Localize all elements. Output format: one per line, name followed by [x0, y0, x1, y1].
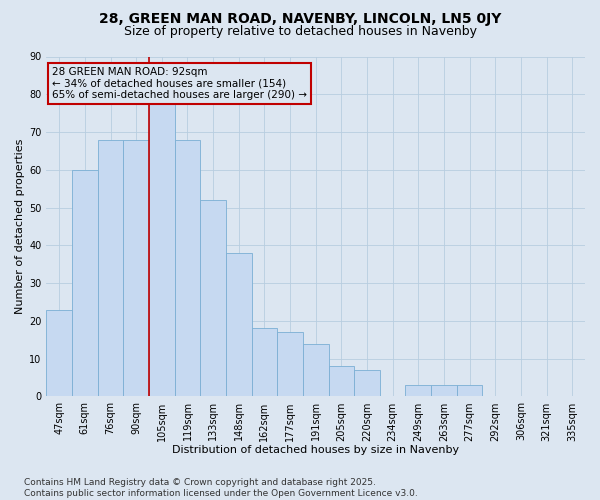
Bar	[124, 140, 149, 396]
Y-axis label: Number of detached properties: Number of detached properties	[15, 139, 25, 314]
Bar	[354, 370, 380, 396]
Bar	[329, 366, 354, 396]
Bar	[406, 385, 431, 396]
Bar	[303, 344, 329, 396]
Bar	[431, 385, 457, 396]
Bar	[46, 310, 72, 396]
Bar	[200, 200, 226, 396]
Bar	[149, 102, 175, 397]
Text: Size of property relative to detached houses in Navenby: Size of property relative to detached ho…	[124, 25, 476, 38]
X-axis label: Distribution of detached houses by size in Navenby: Distribution of detached houses by size …	[172, 445, 459, 455]
Bar	[277, 332, 303, 396]
Bar	[457, 385, 482, 396]
Text: Contains HM Land Registry data © Crown copyright and database right 2025.
Contai: Contains HM Land Registry data © Crown c…	[24, 478, 418, 498]
Text: 28, GREEN MAN ROAD, NAVENBY, LINCOLN, LN5 0JY: 28, GREEN MAN ROAD, NAVENBY, LINCOLN, LN…	[99, 12, 501, 26]
Bar	[175, 140, 200, 396]
Bar	[226, 253, 251, 396]
Bar	[251, 328, 277, 396]
Bar	[72, 170, 98, 396]
Bar	[98, 140, 124, 396]
Text: 28 GREEN MAN ROAD: 92sqm
← 34% of detached houses are smaller (154)
65% of semi-: 28 GREEN MAN ROAD: 92sqm ← 34% of detach…	[52, 66, 307, 100]
